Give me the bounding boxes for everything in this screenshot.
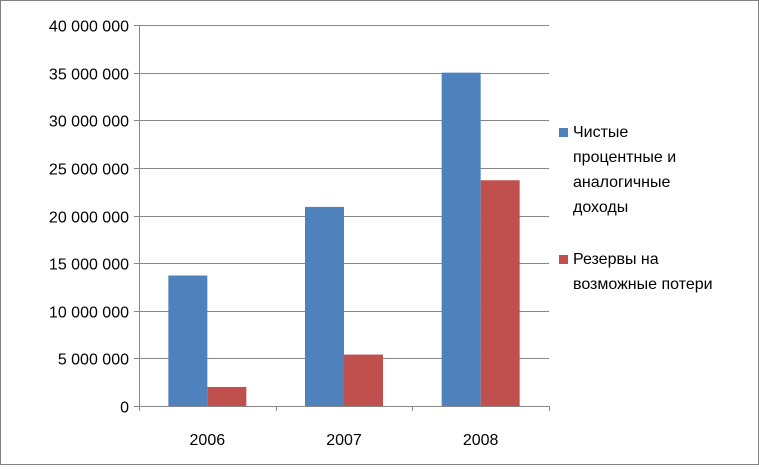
legend-swatch (559, 255, 568, 264)
legend-label-line: процентные и (573, 149, 676, 166)
bar-net-interest-income-2008 (441, 72, 481, 406)
bar-net-interest-income-2006 (168, 275, 208, 406)
bars (168, 72, 520, 406)
bar-net-interest-income-2007 (305, 206, 344, 406)
bar-loss-reserves-2008 (480, 180, 520, 406)
y-tick-label: 0 (120, 400, 129, 417)
x-tick-label: 2006 (190, 432, 226, 449)
y-tick-label: 25 000 000 (49, 162, 129, 179)
y-tick-label: 20 000 000 (49, 210, 129, 227)
x-tick-label: 2007 (326, 432, 362, 449)
y-tick-label: 5 000 000 (58, 352, 129, 369)
legend-label-line: Резервы на (573, 251, 659, 268)
legend-label-line: Чистые (573, 124, 628, 141)
y-tick-label: 35 000 000 (49, 67, 129, 84)
x-tick-labels: 2006 2007 2008 (190, 432, 499, 449)
axes (134, 25, 550, 411)
legend: Чистые процентные и аналогичные доходы Резер… (559, 124, 713, 293)
legend-label: Чистые процентные и аналогичные доходы (573, 124, 676, 216)
x-tick-label: 2008 (463, 432, 499, 449)
legend-label-line: возможные потери (573, 276, 713, 293)
y-tick-labels: 0 5 000 000 10 000 000 15 000 000 20 000 000… (49, 19, 129, 417)
y-tick-label: 15 000 000 (49, 257, 129, 274)
bar-loss-reserves-2006 (207, 386, 247, 406)
y-tick-label: 40 000 000 (49, 19, 129, 36)
y-tick-label: 10 000 000 (49, 305, 129, 322)
legend-label: Резервы на возможные потери (573, 251, 713, 293)
legend-swatch (559, 128, 568, 137)
y-tick-label: 30 000 000 (49, 114, 129, 131)
legend-label-line: доходы (573, 199, 628, 216)
legend-label-line: аналогичные (573, 174, 670, 191)
bar-loss-reserves-2007 (344, 354, 383, 406)
